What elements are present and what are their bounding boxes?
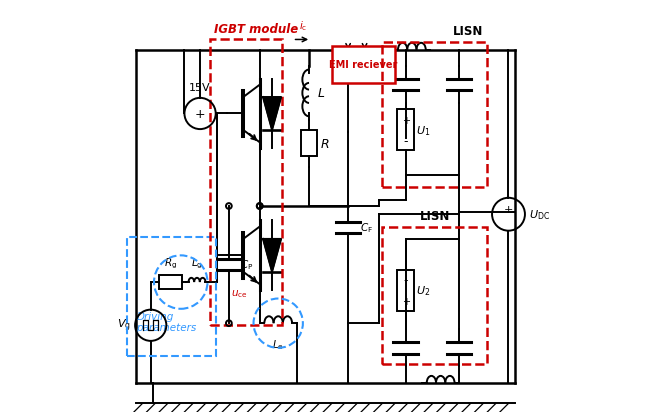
Text: Driving
parameters: Driving parameters xyxy=(136,311,197,332)
Text: $U_\mathrm{DC}$: $U_\mathrm{DC}$ xyxy=(529,208,550,222)
Text: LISN: LISN xyxy=(419,210,450,223)
Text: +: + xyxy=(504,205,513,215)
Text: IGBT module: IGBT module xyxy=(214,23,299,36)
Text: LISN: LISN xyxy=(452,25,483,38)
Text: $u_\mathrm{ce}$: $u_\mathrm{ce}$ xyxy=(231,288,247,299)
Text: $L_\mathrm{e}$: $L_\mathrm{e}$ xyxy=(272,338,284,351)
Text: $C_\mathrm{F}$: $C_\mathrm{F}$ xyxy=(359,221,372,235)
Text: EMI reciever: EMI reciever xyxy=(329,60,398,70)
Bar xyxy=(301,131,317,157)
Text: +: + xyxy=(402,296,409,306)
Text: +: + xyxy=(402,115,409,125)
Text: $V_\mathrm{g}$: $V_\mathrm{g}$ xyxy=(117,317,131,334)
Text: $R_\mathrm{g}$: $R_\mathrm{g}$ xyxy=(163,256,177,270)
Text: +: + xyxy=(195,108,205,121)
Bar xyxy=(398,270,414,311)
Text: -: - xyxy=(404,274,408,287)
Text: $L_\mathrm{g}$: $L_\mathrm{g}$ xyxy=(191,256,203,270)
Bar xyxy=(159,275,182,290)
Bar xyxy=(128,237,215,356)
Text: R: R xyxy=(320,138,329,150)
Polygon shape xyxy=(263,98,281,131)
Text: 15V: 15V xyxy=(189,83,211,93)
Bar xyxy=(210,40,283,325)
Polygon shape xyxy=(263,239,281,272)
Text: $i_\mathrm{c}$: $i_\mathrm{c}$ xyxy=(299,19,307,33)
Bar xyxy=(382,43,487,188)
Text: $C_\mathrm{P}$: $C_\mathrm{P}$ xyxy=(240,258,254,272)
Text: -: - xyxy=(404,134,408,147)
Text: $U_1$: $U_1$ xyxy=(416,124,430,138)
Text: $U_2$: $U_2$ xyxy=(416,284,430,297)
Bar xyxy=(398,110,414,151)
Bar xyxy=(331,47,395,83)
Text: L: L xyxy=(318,87,325,100)
Bar xyxy=(382,227,487,364)
